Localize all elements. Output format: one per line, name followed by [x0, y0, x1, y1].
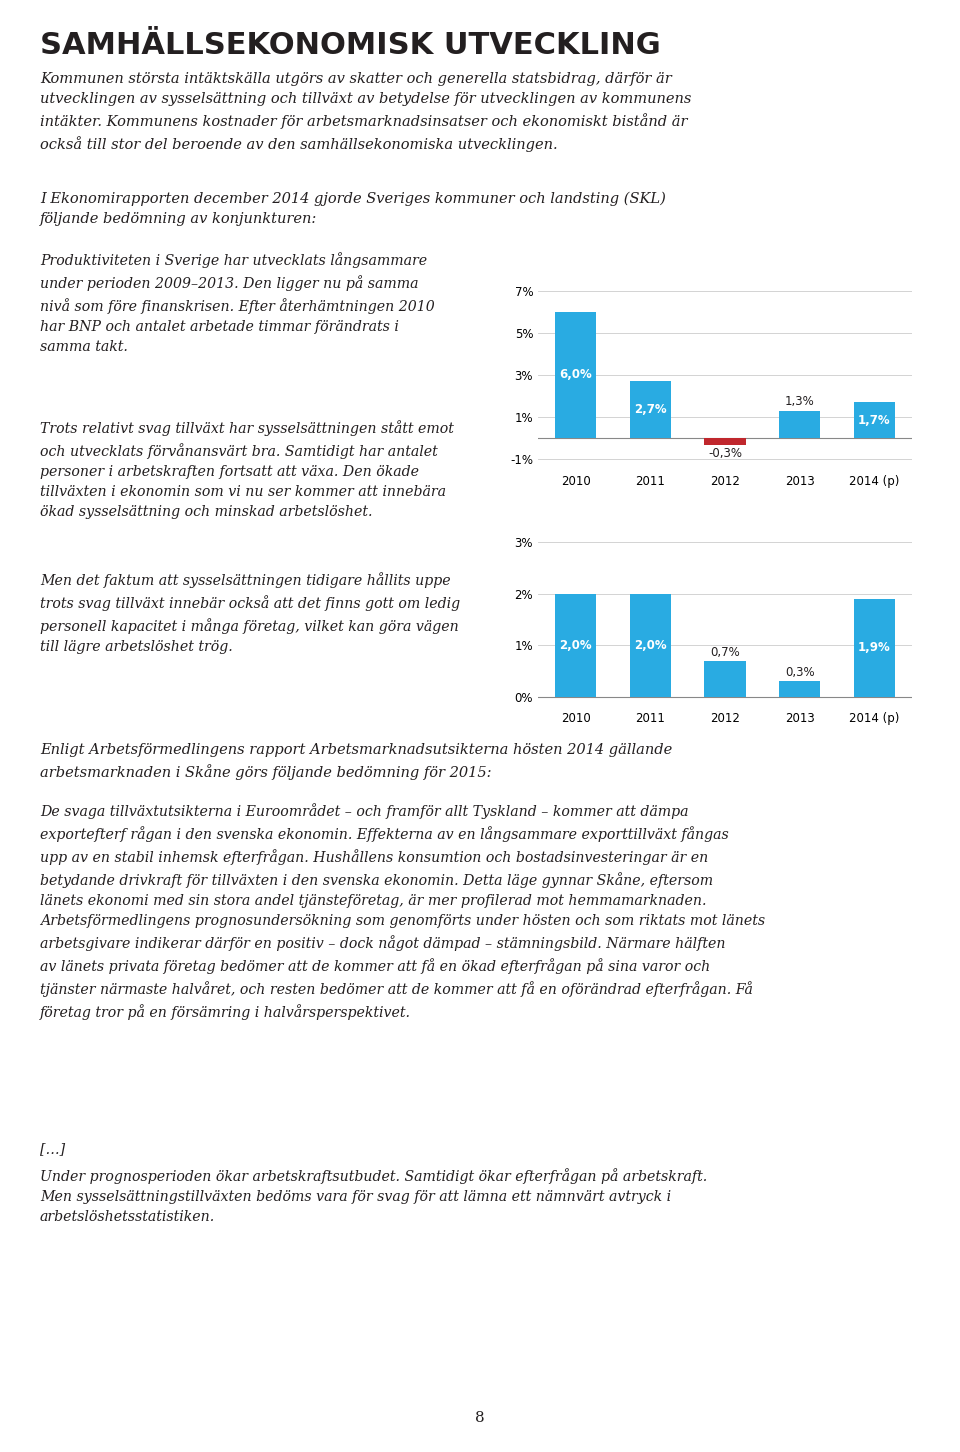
Bar [630, 594, 671, 697]
Text: I Ekonomirapporten december 2014 gjorde Sveriges kommuner och landsting (SKL)
fö: I Ekonomirapporten december 2014 gjorde … [40, 192, 666, 227]
Text: 1,3%: 1,3% [785, 395, 815, 408]
Text: SAMHÄLLSEKONOMISK UTVECKLING: SAMHÄLLSEKONOMISK UTVECKLING [40, 30, 660, 60]
Text: BNP-TILLVÄXT: BNP-TILLVÄXT [541, 254, 644, 267]
Text: De svaga tillväxtutsikterna i Euroområdet – och framför allt Tyskland – kommer a: De svaga tillväxtutsikterna i Euroområde… [40, 803, 765, 1019]
Bar [705, 661, 746, 697]
Text: 2,7%: 2,7% [634, 404, 666, 417]
Text: 6,0%: 6,0% [559, 369, 592, 382]
Text: ARBETADE  TIMMAR: ARBETADE TIMMAR [541, 505, 690, 518]
Bar [853, 598, 895, 697]
Text: Trots relativt svag tillväxt har sysselsättningen stått emot
och utvecklats förv: Trots relativt svag tillväxt har syssels… [40, 420, 454, 518]
Text: Kommunen största intäktskälla utgörs av skatter och generella statsbidrag, därfö: Kommunen största intäktskälla utgörs av … [40, 73, 691, 152]
Text: 1,7%: 1,7% [858, 414, 891, 427]
Bar [780, 411, 820, 439]
Bar [555, 594, 596, 697]
Text: […]: […] [40, 1143, 65, 1156]
Text: 2,0%: 2,0% [560, 639, 592, 652]
Text: -0,3%: -0,3% [708, 447, 742, 460]
Text: Produktiviteten i Sverige har utvecklats långsammare
under perioden 2009–2013. D: Produktiviteten i Sverige har utvecklats… [40, 253, 435, 354]
Bar [705, 439, 746, 444]
Text: Under prognosperioden ökar arbetskraftsutbudet. Samtidigt ökar efterfrågan på ar: Under prognosperioden ökar arbetskraftsu… [40, 1167, 708, 1224]
Text: 2,0%: 2,0% [634, 639, 666, 652]
Text: Men det faktum att sysselsättningen tidigare hållits uppe
trots svag tillväxt in: Men det faktum att sysselsättningen tidi… [40, 572, 460, 653]
Bar [630, 382, 671, 439]
Text: 0,7%: 0,7% [710, 646, 740, 659]
Text: Enligt Arbetsförmedlingens rapport Arbetsmarknadsutsikterna hösten 2014 gällande: Enligt Arbetsförmedlingens rapport Arbet… [40, 743, 672, 780]
Text: 0,3%: 0,3% [785, 666, 814, 680]
Bar [853, 402, 895, 439]
Text: 1,9%: 1,9% [858, 642, 891, 655]
Bar [780, 681, 820, 697]
Bar [555, 312, 596, 439]
Text: 8: 8 [475, 1411, 485, 1424]
